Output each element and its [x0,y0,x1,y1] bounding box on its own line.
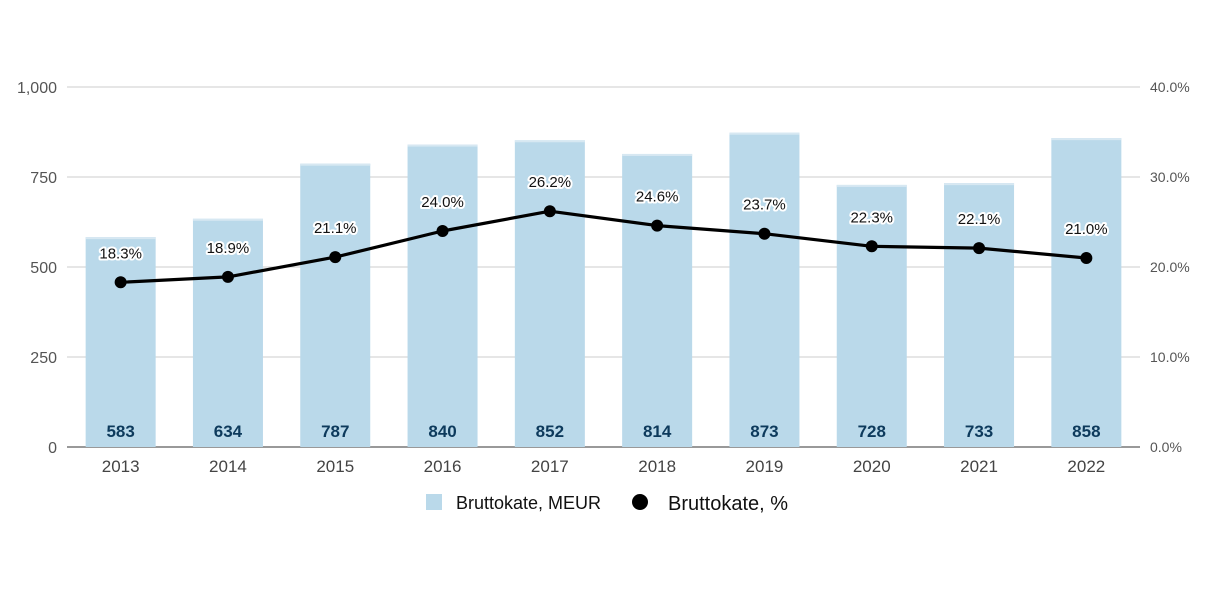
bar-top-edge [1051,138,1122,141]
x-tick-label: 2019 [746,457,784,476]
x-tick-label: 2021 [960,457,998,476]
percent-line-series [114,205,1093,289]
percent-point [543,205,556,218]
x-tick-label: 2015 [316,457,354,476]
percent-value-label: 24.6% [636,189,679,206]
bar-top-edge [514,140,585,143]
x-tick-label: 2020 [853,457,891,476]
legend-line-swatch [632,494,648,510]
legend-bar-label: Bruttokate, MEUR [456,493,601,513]
y-left-tick-label: 250 [30,350,57,367]
x-axis: 2013 2014 2015 2016 2017 2018 2019 2020 2021 2022 [102,457,1106,476]
bar-value-label: 873 [750,422,778,441]
bar-top-edge [300,163,371,166]
bar-value-label: 787 [321,422,349,441]
bar-value-label: 852 [536,422,564,441]
bar-top-edge [729,132,800,135]
y-right-tick-label: 0.0% [1150,439,1182,455]
percent-value-label: 23.7% [743,197,786,214]
bar-value-label: 634 [214,422,243,441]
legend-bar-swatch [426,494,442,510]
bar-top-edge [407,144,478,147]
percent-point [758,227,771,240]
bar [300,163,371,447]
bar-value-label: 840 [428,422,456,441]
bar [192,218,263,447]
legend-line-label: Bruttokate, % [668,493,788,515]
x-tick-label: 2014 [209,457,247,476]
y-right-tick-label: 40.0% [1150,79,1190,95]
percent-value-label: 21.0% [1065,221,1108,238]
x-tick-label: 2016 [424,457,462,476]
bar [407,144,478,447]
x-tick-label: 2013 [102,457,140,476]
percent-point [1080,252,1093,264]
bar-top-edge [85,237,156,240]
percent-value-labels: 18.3% 18.9% 21.1% 24.0% 26.2% 24.6% 23.7% 22.3%… [97,172,1109,264]
bar-value-label: 858 [1072,422,1100,441]
bar [85,237,156,447]
bar-value-label: 814 [643,422,672,441]
bar-top-edge [836,184,907,187]
percent-point [865,240,878,253]
right-axis: 0.0% 10.0% 20.0% 30.0% 40.0% [1150,79,1190,455]
percent-value-label: 26.2% [529,174,572,191]
y-left-tick-label: 1,000 [17,80,57,97]
bars [85,132,1122,448]
y-right-tick-label: 10.0% [1150,349,1190,365]
percent-point [651,219,664,232]
percent-value-label: 21.1% [314,220,357,237]
bar [1051,138,1122,447]
y-right-tick-label: 30.0% [1150,169,1190,185]
x-tick-label: 2018 [638,457,676,476]
bar-top-edge [944,183,1015,186]
percent-point [329,251,342,264]
legend: Bruttokate, MEUR Bruttokate, % [426,493,788,515]
percent-point [973,242,986,255]
percent-point [436,225,449,237]
bar-value-label: 583 [106,422,134,441]
left-axis: 0 250 500 750 1,000 [17,80,57,457]
bar-value-label: 728 [858,422,886,441]
percent-value-label: 22.1% [958,211,1001,228]
x-tick-label: 2017 [531,457,569,476]
y-left-tick-label: 500 [30,260,57,277]
bar-value-labels: 583 634 787 840 852 814 873 728 733 858 [106,422,1100,441]
percent-line [120,209,1087,284]
bar-value-label: 733 [965,422,993,441]
bar-top-edge [622,153,693,156]
percent-value-label: 18.3% [99,245,142,262]
y-left-tick-label: 0 [48,440,57,457]
percent-value-label: 22.3% [850,209,893,226]
percent-value-label: 24.0% [421,194,464,211]
y-right-tick-label: 20.0% [1150,259,1190,275]
bar-top-edge [192,218,263,221]
percent-value-label: 18.9% [207,240,250,257]
x-tick-label: 2022 [1067,457,1105,476]
bar [836,184,907,448]
percent-point [114,276,127,289]
bar [514,140,585,447]
y-left-tick-label: 750 [30,170,57,187]
bar [729,132,800,447]
bar [622,153,693,447]
bar [944,183,1015,447]
percent-point [221,270,234,283]
